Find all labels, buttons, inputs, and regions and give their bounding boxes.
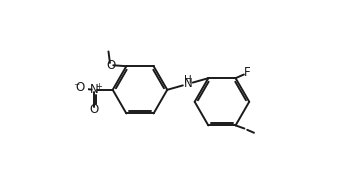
Text: ⁻: ⁻ bbox=[74, 81, 80, 94]
Text: N: N bbox=[90, 83, 99, 96]
Text: O: O bbox=[75, 82, 84, 94]
Text: F: F bbox=[244, 66, 251, 79]
Text: N: N bbox=[183, 77, 192, 91]
Text: O: O bbox=[90, 103, 99, 116]
Text: +: + bbox=[95, 82, 102, 91]
Text: H: H bbox=[184, 75, 192, 85]
Text: O: O bbox=[106, 59, 115, 72]
